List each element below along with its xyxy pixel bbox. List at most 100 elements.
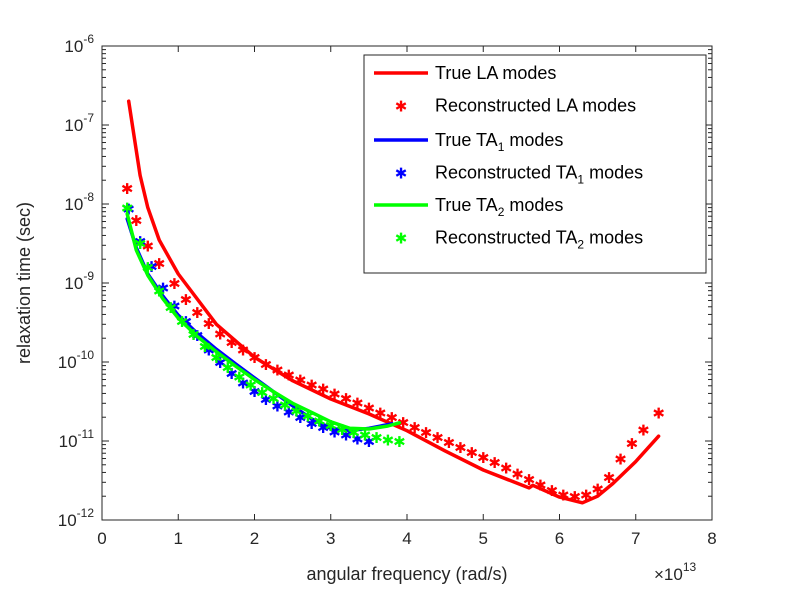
legend-label-suffix: modes	[504, 130, 563, 150]
data-point: ✱	[340, 427, 353, 445]
data-point: ✱	[328, 423, 341, 441]
legend-label-suffix: modes	[584, 228, 643, 248]
data-point: ✱	[328, 385, 341, 403]
y-tick-base: 10	[64, 195, 83, 214]
data-point: ✱	[393, 433, 406, 451]
x-tick-label: 1	[174, 529, 183, 548]
data-point: ✱	[210, 349, 223, 367]
data-point: ✱	[271, 398, 284, 416]
y-tick-base: 10	[58, 511, 77, 530]
legend-label-suffix: modes	[584, 163, 643, 183]
legend-item: ✱ Reconstructed TA2 modes	[395, 228, 643, 252]
series-markers-1: ✱✱✱✱✱✱✱✱✱✱✱✱✱✱✱✱✱✱✱✱✱✱✱✱✱✱✱✱✱✱✱✱✱✱✱✱✱✱✱✱…	[121, 180, 665, 506]
y-tick-label: 10-9	[64, 269, 94, 293]
data-point: ✱	[248, 349, 261, 367]
data-point: ✱	[294, 372, 307, 390]
data-point: ✱	[313, 412, 326, 430]
data-point: ✱	[397, 414, 410, 432]
legend-label: Reconstructed LA modes	[435, 96, 636, 116]
data-point: ✱	[283, 367, 296, 385]
legend-label-text: Reconstructed TA	[435, 228, 577, 248]
y-tick-exp: -10	[77, 348, 95, 362]
data-point: ✱	[363, 400, 376, 418]
data-point: ✱	[145, 258, 158, 276]
data-point: ✱	[488, 454, 501, 472]
data-point: ✱	[557, 487, 570, 505]
x-tick-label: 0	[97, 529, 106, 548]
data-point: ✱	[591, 481, 604, 499]
data-point: ✱	[477, 449, 490, 467]
legend-label-suffix: modes	[504, 195, 563, 215]
data-point: ✱	[237, 375, 250, 393]
y-tick-exp: -9	[83, 269, 94, 283]
data-point: ✱	[317, 419, 330, 437]
data-point: ✱	[260, 356, 273, 374]
legend-marker-swatch: ✱	[395, 98, 408, 116]
data-point: ✱	[294, 409, 307, 427]
x-tick-label: 4	[402, 529, 411, 548]
y-tick-label: 10-12	[58, 506, 95, 530]
data-point: ✱	[191, 304, 204, 322]
y-tick-base: 10	[58, 353, 77, 372]
legend-box	[363, 54, 707, 274]
y-tick-exp: -7	[83, 111, 94, 125]
x-tick-label: 7	[631, 529, 640, 548]
legend-label-text: Reconstructed LA modes	[435, 96, 636, 116]
data-point: ✱	[121, 200, 134, 218]
data-point: ✱	[141, 237, 154, 255]
legend-label: True TA2 modes	[435, 195, 563, 219]
data-point: ✱	[271, 362, 284, 380]
data-point: ✱	[363, 433, 376, 451]
data-point: ✱	[351, 430, 364, 448]
data-point: ✱	[121, 180, 134, 198]
legend-label-text: True TA	[435, 130, 498, 150]
data-point: ✱	[568, 488, 581, 506]
legend-item: ✱ Reconstructed LA modes	[395, 96, 636, 116]
data-point: ✱	[351, 395, 364, 413]
y-tick-base: 10	[64, 37, 83, 56]
legend-label: True LA modes	[435, 63, 556, 83]
data-point: ✱	[187, 326, 200, 344]
y-tick-exp: -8	[83, 190, 94, 204]
data-point: ✱	[283, 404, 296, 422]
y-tick-label: 10-11	[59, 427, 95, 451]
data-point: ✱	[279, 396, 292, 414]
x-tick-label: 2	[250, 529, 259, 548]
data-point: ✱	[214, 325, 227, 343]
y-tick-label: 10-7	[64, 111, 94, 135]
data-point: ✱	[199, 338, 212, 356]
data-point: ✱	[347, 424, 360, 442]
data-point: ✱	[225, 365, 238, 383]
data-point: ✱	[305, 415, 318, 433]
data-point: ✱	[233, 368, 246, 386]
data-point: ✱	[168, 275, 181, 293]
y-tick-label: 10-8	[64, 190, 94, 214]
data-point: ✱	[260, 391, 273, 409]
x-axis-multiplier: ×1013	[654, 560, 697, 584]
data-point: ✱	[431, 429, 444, 447]
series-line-0	[126, 99, 661, 505]
data-point: ✱	[176, 313, 189, 331]
data-point: ✱	[244, 376, 257, 394]
data-point: ✱	[500, 460, 513, 478]
data-point: ✱	[153, 255, 166, 273]
y-tick-base: 10	[59, 432, 78, 451]
data-point: ✱	[454, 439, 467, 457]
y-tick-exp: -12	[77, 506, 95, 520]
x-tick-label: 5	[479, 529, 488, 548]
data-point: ✱	[443, 434, 456, 452]
data-point: ✱	[637, 421, 650, 439]
data-point: ✱	[614, 451, 627, 469]
x-axis-label: angular frequency (rad/s)	[306, 564, 507, 584]
data-point: ✱	[248, 383, 261, 401]
legend-item: True TA1 modes	[374, 130, 563, 154]
y-tick-exp: -6	[83, 32, 94, 46]
y-tick-label: 10-10	[58, 348, 95, 372]
data-point: ✱	[164, 299, 177, 317]
plot-area: ✱✱✱✱✱✱✱✱✱✱✱✱✱✱✱✱✱✱✱✱✱✱✱✱✱✱✱✱✱✱✱✱✱✱✱✱✱✱✱✱…	[121, 99, 665, 506]
data-point: ✱	[141, 259, 154, 277]
legend-item: True LA modes	[374, 63, 556, 83]
data-point: ✱	[580, 487, 593, 505]
y-tick-base: 10	[64, 274, 83, 293]
